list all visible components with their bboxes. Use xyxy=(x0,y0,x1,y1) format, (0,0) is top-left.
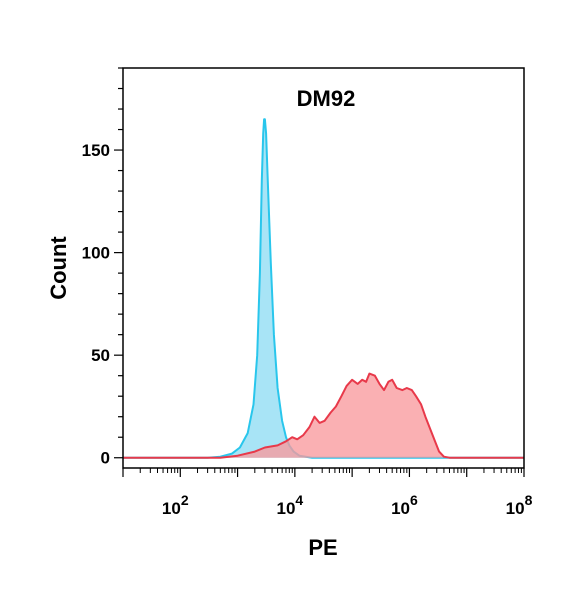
axis-layer: 0 50 100 150 102 104 106 108 xyxy=(82,67,533,518)
series-1-line xyxy=(123,118,524,459)
x-tick-label: 104 xyxy=(276,492,303,518)
series-2-line xyxy=(123,372,524,459)
y-tick-label: 0 xyxy=(101,449,110,468)
y-tick-label: 150 xyxy=(82,141,110,160)
series-2-area xyxy=(123,373,524,458)
x-tick-label: 106 xyxy=(391,492,418,518)
series-1-area xyxy=(123,119,524,458)
y-axis-title: Count xyxy=(46,236,71,300)
series-layer xyxy=(123,118,524,459)
plot-frame xyxy=(122,67,525,469)
x-axis-title: PE xyxy=(308,535,337,560)
x-tick-label: 102 xyxy=(162,492,189,518)
x-tick-label: 108 xyxy=(506,492,533,518)
y-tick-label: 50 xyxy=(91,346,110,365)
y-tick-label: 100 xyxy=(82,244,110,263)
chart-title: DM92 xyxy=(297,86,356,111)
